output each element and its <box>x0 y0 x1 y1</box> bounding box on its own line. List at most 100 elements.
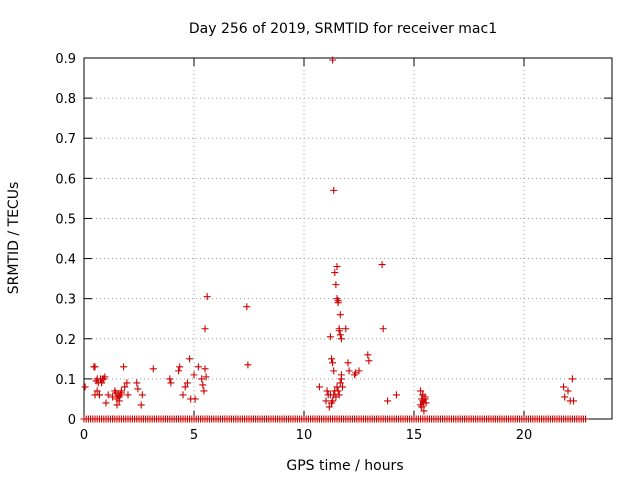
y-axis-label: SRMTID / TECUs <box>6 182 22 295</box>
data-point <box>326 333 334 341</box>
data-point <box>331 269 339 277</box>
data-point <box>133 379 141 387</box>
data-point <box>175 367 183 375</box>
data-point <box>570 397 577 405</box>
data-point <box>124 391 132 399</box>
data-point <box>365 357 373 365</box>
data-point <box>166 375 174 383</box>
data-point <box>332 281 340 289</box>
data-point <box>339 383 346 391</box>
data-point <box>115 397 123 405</box>
data-point <box>335 327 343 335</box>
data-point <box>109 393 117 401</box>
data-point <box>315 383 323 391</box>
data-point <box>322 397 330 405</box>
data-point <box>120 363 128 371</box>
data-point <box>561 393 569 401</box>
data-point <box>568 375 576 383</box>
data-point <box>149 365 157 373</box>
y-tick-label: 0.2 <box>55 333 76 348</box>
data-point <box>104 391 112 399</box>
data-point <box>342 325 350 333</box>
data-point <box>336 379 344 387</box>
data-point <box>179 391 187 399</box>
data-point <box>421 395 429 403</box>
baseline-point <box>582 415 590 423</box>
data-point <box>379 325 387 333</box>
data-point <box>560 383 568 391</box>
data-point <box>190 371 198 379</box>
data-point <box>337 371 345 379</box>
y-tick-label: 0.3 <box>55 293 76 308</box>
data-point <box>191 395 199 403</box>
data-point <box>330 186 338 194</box>
data-point <box>325 403 333 411</box>
data-point <box>176 363 184 371</box>
y-tick-label: 0 <box>68 413 76 428</box>
axis-ticks: 0 0.1 0.2 0.3 0.4 0.5 0.6 0.7 0.8 0.9 0 5 10 15 20 <box>55 52 612 443</box>
data-point <box>183 379 191 387</box>
y-tick-label: 0.9 <box>55 52 76 67</box>
data-point <box>138 391 146 399</box>
data-point <box>81 383 89 391</box>
data-point <box>392 391 400 399</box>
data-point <box>93 387 101 395</box>
x-tick-label: 15 <box>406 428 423 443</box>
data-point <box>117 387 125 395</box>
data-point <box>344 359 352 367</box>
data-point <box>336 331 344 339</box>
data-point <box>198 375 206 383</box>
data-point <box>564 387 572 395</box>
data-point <box>337 335 345 343</box>
x-tick-label: 5 <box>190 428 198 443</box>
data-point <box>419 391 427 399</box>
data-point <box>167 379 175 387</box>
y-tick-label: 0.6 <box>55 172 76 187</box>
data-point <box>378 261 386 269</box>
data-point <box>181 383 189 391</box>
data-point <box>201 365 209 373</box>
data-point <box>330 367 338 375</box>
data-point <box>420 407 428 415</box>
data-point <box>98 379 106 387</box>
data-point <box>243 303 251 311</box>
y-tick-label: 0.5 <box>55 212 76 227</box>
data-point <box>113 401 121 409</box>
data-point <box>355 367 363 375</box>
data-point <box>202 373 210 381</box>
data-point <box>417 387 425 395</box>
x-tick-label: 0 <box>80 428 88 443</box>
data-point <box>200 387 208 395</box>
data-point <box>334 387 342 395</box>
x-tick-label: 10 <box>296 428 313 443</box>
data-point <box>203 293 211 301</box>
y-tick-label: 0.4 <box>55 253 76 268</box>
data-point <box>244 361 252 369</box>
data-point <box>345 367 353 375</box>
data-point <box>186 355 194 363</box>
baseline-markers <box>80 415 590 423</box>
data-point <box>333 263 341 271</box>
data-point <box>336 311 344 319</box>
data-point <box>95 391 103 399</box>
data-point <box>384 397 392 405</box>
data-point <box>329 397 337 405</box>
grid <box>84 58 612 419</box>
chart-title: Day 256 of 2019, SRMTID for receiver mac… <box>189 21 497 37</box>
data-point <box>335 391 343 399</box>
data-point <box>329 56 337 64</box>
data-point <box>101 373 109 381</box>
data-point <box>137 401 145 409</box>
x-axis-label: GPS time / hours <box>286 458 403 474</box>
data-point <box>329 359 337 367</box>
x-tick-label: 20 <box>516 428 533 443</box>
data-point <box>199 381 207 389</box>
data-point <box>123 379 131 387</box>
data-point <box>194 363 202 371</box>
data-point <box>201 325 209 333</box>
y-tick-label: 0.8 <box>55 92 76 107</box>
data-point <box>134 385 142 393</box>
data-point <box>418 403 426 411</box>
data-point <box>121 383 129 391</box>
